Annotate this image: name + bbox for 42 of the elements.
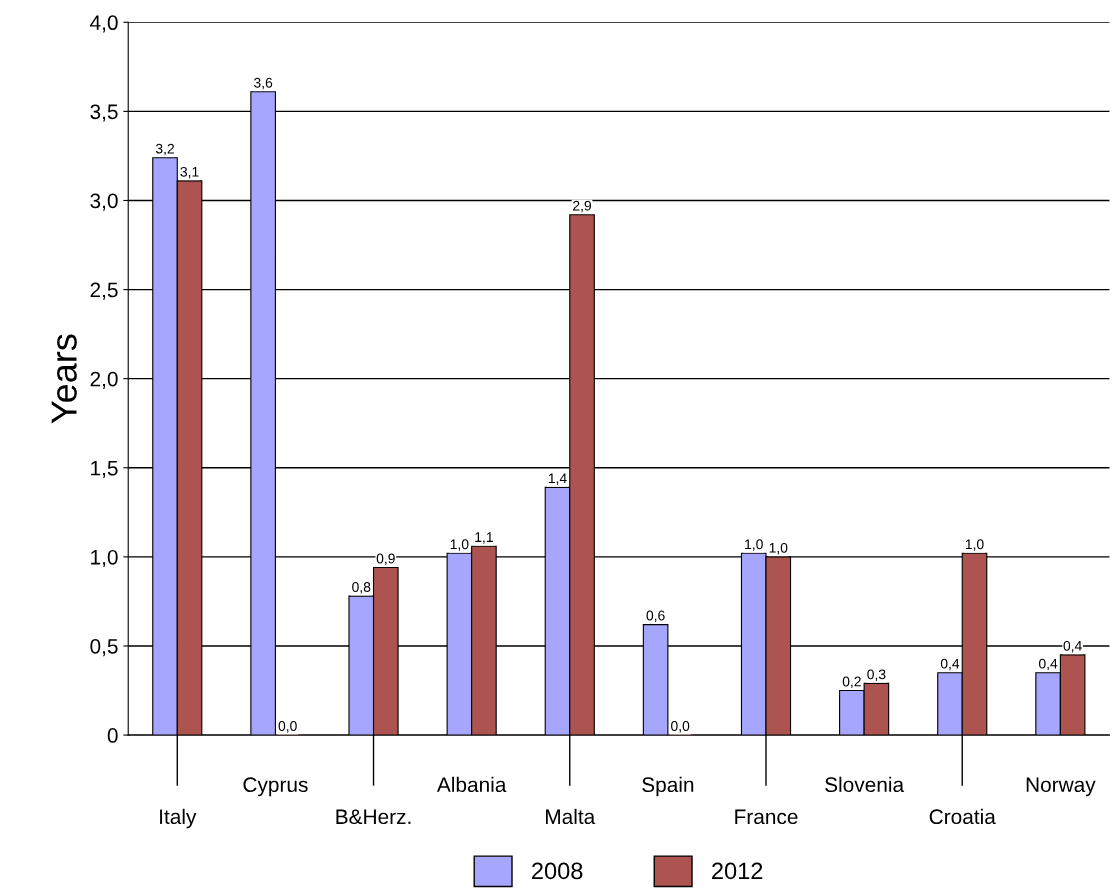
data-label: 0,0	[278, 721, 297, 733]
data-label: 0,4	[1063, 640, 1082, 653]
y-tick-label: 1,0	[91, 549, 118, 568]
data-label: 0,8	[352, 582, 371, 594]
x-tick-label: Cyprus	[243, 777, 308, 797]
data-label: 3,2	[155, 143, 174, 156]
data-label: 0,4	[940, 658, 960, 671]
data-label: 0,6	[646, 610, 665, 623]
data-label: 0,4	[1038, 658, 1058, 671]
y-tick-label: 0	[107, 728, 118, 743]
data-label: 0,3	[867, 669, 886, 681]
legend-label: 2012	[712, 862, 763, 880]
data-label: 1,1	[475, 532, 493, 544]
x-tick-label: Norway	[1026, 777, 1096, 797]
x-tick-label: Croatia	[929, 808, 996, 825]
x-tick-label: Italy	[160, 808, 197, 829]
x-tick-label: Spain	[642, 776, 694, 797]
y-axis-title: Years	[51, 334, 77, 424]
x-tick-label: Slovenia	[825, 776, 905, 793]
data-label: 1,0	[965, 539, 984, 551]
y-tick-label: 3,5	[90, 104, 118, 122]
x-tick-label: Malta	[546, 808, 596, 825]
data-label: 1,0	[769, 542, 788, 555]
y-tick-label: 4,0	[90, 15, 118, 33]
data-label: 1,0	[450, 539, 469, 551]
x-tick-label: Albania	[436, 776, 507, 793]
x-tick-label: France	[735, 809, 798, 825]
data-label: 0,0	[671, 721, 690, 733]
data-label: 1,4	[548, 473, 567, 485]
data-label: 1,0	[745, 539, 763, 551]
data-label: 2,9	[573, 200, 592, 213]
y-tick-label: 2,5	[90, 282, 118, 300]
y-tick-label: 2,0	[90, 371, 118, 389]
data-label: 0,9	[376, 553, 395, 566]
x-tick-label: B&Herz.	[336, 809, 411, 825]
data-label: 3,1	[180, 166, 199, 179]
data-label: 3,6	[254, 77, 273, 90]
y-tick-label: 0,5	[90, 638, 118, 657]
y-tick-label: 1,5	[91, 460, 118, 478]
data-label: 0,2	[842, 676, 861, 689]
y-tick-label: 3,0	[90, 193, 118, 211]
legend-label: 2008	[532, 862, 583, 880]
